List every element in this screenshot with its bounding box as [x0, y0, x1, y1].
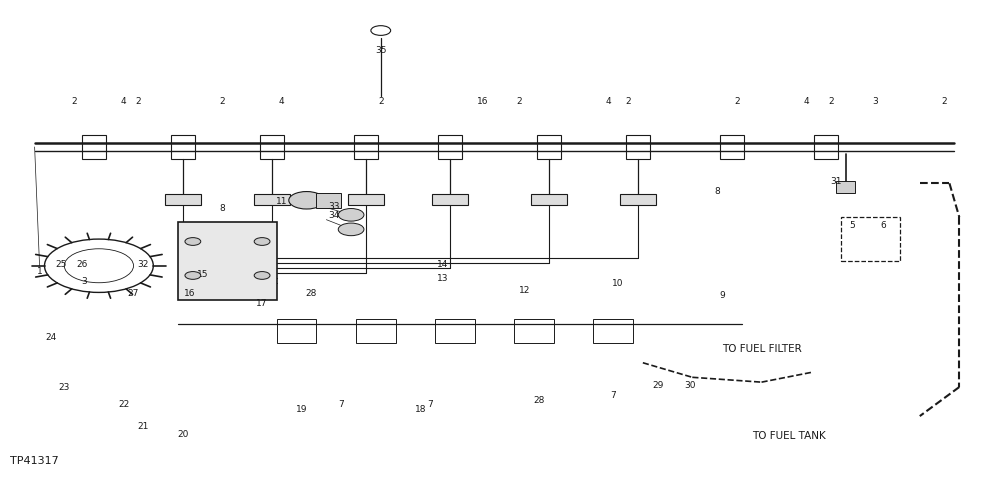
Text: 2: 2: [625, 97, 631, 106]
Bar: [260, 136, 284, 160]
Text: 2: 2: [734, 97, 740, 106]
Text: 4: 4: [803, 97, 809, 106]
Text: 30: 30: [684, 380, 696, 389]
Text: 8: 8: [714, 187, 720, 196]
Text: 2: 2: [71, 97, 77, 106]
Bar: [356, 319, 396, 344]
Bar: [841, 218, 900, 261]
Text: TP41317: TP41317: [10, 454, 58, 465]
Text: 4: 4: [279, 97, 285, 106]
Circle shape: [254, 238, 270, 246]
Text: 4: 4: [605, 97, 611, 106]
Text: 14: 14: [437, 259, 449, 268]
Bar: [514, 319, 554, 344]
Text: 8: 8: [220, 204, 225, 212]
Bar: [316, 194, 341, 208]
Circle shape: [185, 238, 201, 246]
Text: 28: 28: [533, 395, 545, 404]
Text: 2: 2: [378, 97, 384, 106]
Bar: [354, 136, 378, 160]
Text: 20: 20: [177, 429, 189, 438]
Text: 21: 21: [137, 422, 149, 430]
Bar: [593, 319, 633, 344]
Bar: [836, 182, 855, 194]
Text: 28: 28: [306, 288, 317, 297]
Text: 3: 3: [81, 276, 87, 285]
Bar: [82, 136, 106, 160]
Text: TO FUEL TANK: TO FUEL TANK: [752, 431, 826, 440]
Text: 10: 10: [612, 279, 624, 287]
Circle shape: [185, 272, 201, 280]
Bar: [626, 136, 650, 160]
Text: TO FUEL FILTER: TO FUEL FILTER: [722, 344, 802, 353]
Text: 11: 11: [276, 197, 288, 205]
Text: 22: 22: [118, 400, 130, 408]
Text: 18: 18: [414, 405, 426, 413]
Text: 4: 4: [121, 97, 127, 106]
Text: 34: 34: [328, 211, 340, 220]
Text: 9: 9: [719, 291, 725, 300]
Bar: [171, 136, 195, 160]
Text: 15: 15: [197, 269, 209, 278]
Text: 2: 2: [942, 97, 947, 106]
Text: 7: 7: [427, 400, 433, 408]
Bar: [432, 195, 468, 206]
Text: 29: 29: [652, 380, 664, 389]
Bar: [165, 195, 201, 206]
Text: 2: 2: [516, 97, 522, 106]
Text: 27: 27: [128, 288, 139, 297]
Circle shape: [254, 272, 270, 280]
Bar: [435, 319, 475, 344]
Text: 31: 31: [830, 177, 842, 186]
Text: 1: 1: [37, 267, 43, 275]
Text: 7: 7: [610, 390, 616, 399]
Bar: [348, 195, 384, 206]
Bar: [531, 195, 567, 206]
Text: 24: 24: [45, 332, 57, 341]
Text: 26: 26: [76, 259, 88, 268]
Text: 5: 5: [850, 221, 855, 229]
Text: 32: 32: [137, 259, 149, 268]
Bar: [720, 136, 744, 160]
Bar: [620, 195, 656, 206]
Text: 16: 16: [184, 288, 196, 297]
Text: 2: 2: [135, 97, 141, 106]
Text: 13: 13: [437, 274, 449, 283]
Text: 33: 33: [328, 201, 340, 210]
Circle shape: [289, 192, 324, 210]
Text: 23: 23: [58, 383, 70, 392]
Text: 2: 2: [828, 97, 834, 106]
Text: 6: 6: [880, 221, 886, 229]
Text: 7: 7: [338, 400, 344, 408]
Text: 35: 35: [375, 46, 387, 55]
Text: 12: 12: [518, 286, 530, 295]
Bar: [537, 136, 561, 160]
Bar: [438, 136, 462, 160]
Text: 3: 3: [872, 97, 878, 106]
Text: 17: 17: [256, 298, 268, 307]
Circle shape: [338, 209, 364, 222]
Text: 16: 16: [477, 97, 489, 106]
Circle shape: [338, 224, 364, 236]
Bar: [277, 319, 316, 344]
Text: 19: 19: [296, 405, 308, 413]
Text: 2: 2: [220, 97, 225, 106]
Text: 25: 25: [55, 259, 67, 268]
Bar: [254, 195, 290, 206]
Bar: [814, 136, 838, 160]
Bar: [178, 223, 277, 300]
